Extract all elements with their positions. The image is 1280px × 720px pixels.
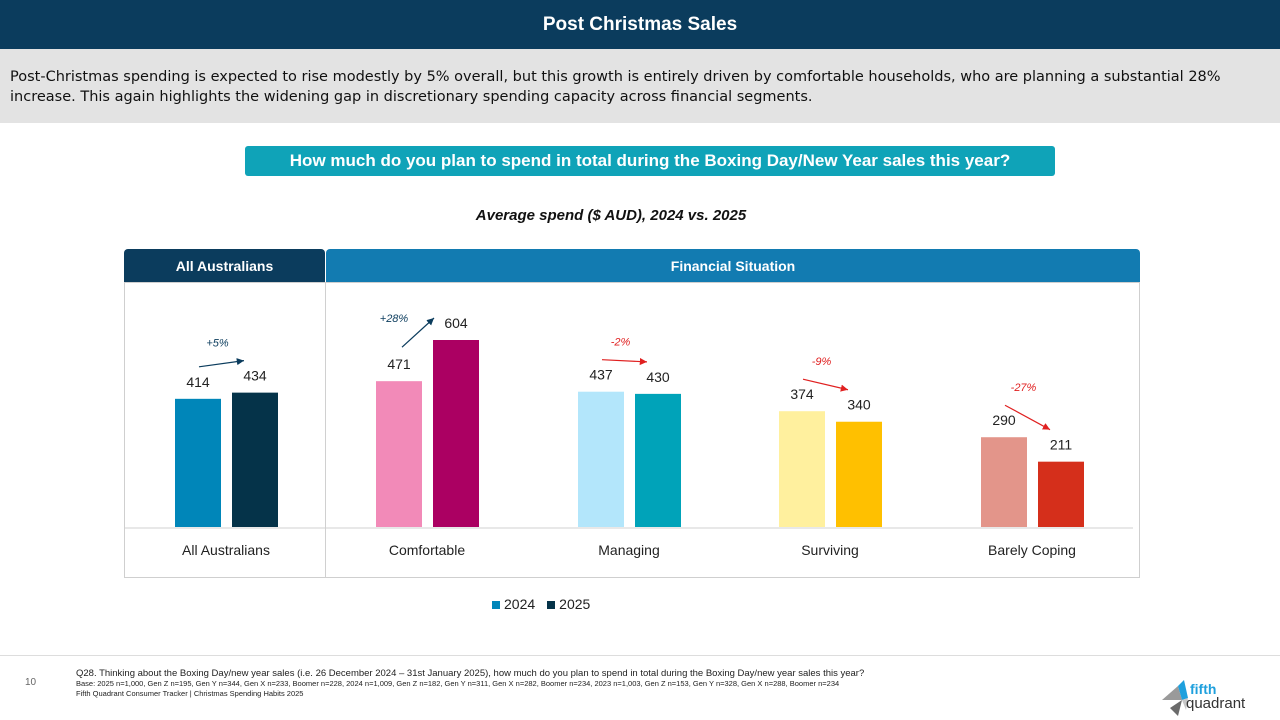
fifth-quadrant-logo: fifth quadrant (1162, 680, 1246, 716)
change-label: +28% (380, 313, 409, 325)
legend-label: 2025 (559, 596, 591, 612)
bar-all-australians-2024 (175, 398, 221, 527)
panel-header-financial-situation: Financial Situation (326, 249, 1140, 282)
category-label: All Australians (182, 542, 270, 558)
bar-surviving-2024 (779, 411, 825, 527)
bar-managing-2025 (635, 393, 681, 527)
data-label: 211 (1050, 437, 1073, 453)
data-label: 340 (847, 397, 871, 413)
bar-comfortable-2024 (376, 381, 422, 527)
footnote-question: Q28. Thinking about the Boxing Day/new y… (76, 668, 865, 679)
change-arrow (198, 358, 245, 368)
page-number: 10 (25, 677, 37, 688)
change-label: +5% (206, 338, 229, 350)
change-arrow (601, 357, 648, 366)
logo-text: quadrant (1186, 695, 1246, 712)
question-banner: How much do you plan to spend in total d… (245, 146, 1055, 176)
bar-managing-2024 (578, 391, 624, 527)
footnote-source: Fifth Quadrant Consumer Tracker | Christ… (76, 689, 304, 698)
chart-title: Average spend ($ AUD), 2024 vs. 2025 (475, 207, 747, 224)
panel-header-all-australians: All Australians (124, 249, 325, 282)
bar-all-australians-2025 (232, 392, 278, 527)
logo-text: fifth (1190, 681, 1216, 697)
page-title: Post Christmas Sales (0, 0, 1280, 49)
footer-divider (0, 655, 1280, 656)
category-label: Barely Coping (988, 542, 1076, 558)
category-label: Managing (598, 542, 660, 558)
change-arrow (802, 378, 849, 392)
summary-text: Post-Christmas spending is expected to r… (0, 49, 1280, 123)
data-label: 604 (444, 315, 468, 331)
category-label: Surviving (801, 542, 859, 558)
data-label: 374 (790, 386, 814, 402)
bar-surviving-2025 (836, 421, 882, 527)
data-label: 437 (589, 367, 613, 383)
category-label: Comfortable (389, 542, 465, 558)
legend-item-2024: 2024 (492, 596, 535, 612)
bar-barely-coping-2025 (1038, 461, 1084, 527)
change-arrow (401, 317, 435, 348)
footnote: Q28. Thinking about the Boxing Day/new y… (76, 669, 864, 699)
bar-comfortable-2025 (433, 340, 479, 527)
change-label: -27% (1011, 382, 1037, 394)
legend: 2024 2025 (492, 596, 590, 612)
change-arrow (1004, 404, 1051, 431)
footnote-base: Base: 2025 n=1,000, Gen Z n=195, Gen Y n… (76, 679, 840, 688)
legend-item-2025: 2025 (547, 596, 590, 612)
change-label: -2% (611, 337, 631, 349)
chart-panel (124, 282, 1140, 578)
data-label: 430 (646, 369, 670, 385)
data-label: 414 (186, 374, 210, 390)
change-label: -9% (812, 356, 832, 368)
data-label: 471 (387, 356, 411, 372)
legend-label: 2024 (504, 596, 536, 612)
bar-barely-coping-2024 (981, 437, 1027, 527)
data-label: 290 (992, 412, 1016, 428)
data-label: 434 (243, 368, 267, 384)
